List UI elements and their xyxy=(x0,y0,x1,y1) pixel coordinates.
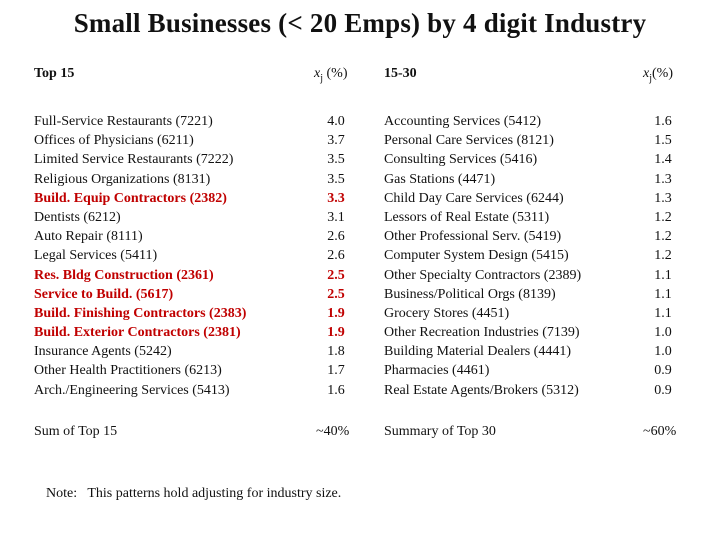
industry-share: 1.1 xyxy=(654,305,672,321)
industry-name: Consulting Services (5416) xyxy=(384,152,538,168)
right-industry-list: Accounting Services (5412) Personal Care … xyxy=(384,112,581,400)
slide-title: Small Businesses (< 20 Emps) by 4 digit … xyxy=(73,8,647,38)
industry-share: 3.5 xyxy=(327,171,345,187)
industry-name: Real Estate Agents/Brokers (5312) xyxy=(384,382,579,398)
industry-name: Limited Service Restaurants (7222) xyxy=(34,152,234,168)
industry-share: 1.2 xyxy=(654,209,672,225)
industry-name: Insurance Agents (5242) xyxy=(34,344,172,360)
industry-share: 2.5 xyxy=(327,267,345,283)
industry-name: Lessors of Real Estate (5311) xyxy=(384,209,550,225)
industry-share: 3.7 xyxy=(327,133,345,149)
industry-name: Offices of Physicians (6211) xyxy=(34,133,194,149)
industry-name: Other Health Practitioners (6213) xyxy=(34,363,222,379)
industry-name: Child Day Care Services (6244) xyxy=(384,190,564,206)
industry-name: Gas Stations (4471) xyxy=(384,171,496,187)
industry-share: 1.9 xyxy=(327,305,345,321)
industry-name: Dentists (6212) xyxy=(34,209,121,225)
industry-name: Business/Political Orgs (8139) xyxy=(384,286,556,302)
industry-name: Arch./Engineering Services (5413) xyxy=(34,382,230,398)
left-sum-label: Sum of Top 15 xyxy=(34,424,118,439)
industry-share: 2.6 xyxy=(327,229,345,245)
industry-share: 1.9 xyxy=(327,325,345,341)
industry-name: Res. Bldg Construction (2361) xyxy=(34,267,214,283)
left-value-header: xj (%) xyxy=(314,66,348,84)
industry-share: 1.8 xyxy=(327,344,345,360)
industry-share: 1.4 xyxy=(654,152,672,168)
left-section-header: Top 15 xyxy=(34,66,75,81)
footnote: Note: This patterns hold adjusting for i… xyxy=(46,486,342,501)
industry-name: Legal Services (5411) xyxy=(34,248,158,264)
industry-name: Building Material Dealers (4441) xyxy=(384,344,572,360)
industry-share: 0.9 xyxy=(654,382,672,398)
industry-share: 1.3 xyxy=(654,190,672,206)
industry-share: 1.2 xyxy=(654,248,672,264)
industry-share: 4.0 xyxy=(327,114,345,129)
right-value-header: xj(%) xyxy=(643,66,673,84)
right-value-list: 1.6 1.5 1.4 1.3 1.3 1.2 1.2 1.2 1.1 1.1 1.1 1.0 1.0 0… xyxy=(645,112,681,400)
industry-name: Pharmacies (4461) xyxy=(384,363,490,379)
industry-share: 2.6 xyxy=(327,248,345,264)
left-sum-value: ~40% xyxy=(316,424,350,439)
industry-share: 1.1 xyxy=(654,286,672,302)
industry-name: Computer System Design (5415) xyxy=(384,248,569,264)
industry-name: Grocery Stores (4451) xyxy=(384,305,510,321)
industry-share: 3.3 xyxy=(327,190,345,206)
industry-name: Religious Organizations (8131) xyxy=(34,171,211,187)
industry-share: 0.9 xyxy=(654,363,672,379)
industry-share: 1.6 xyxy=(327,382,345,398)
industry-name: Other Recreation Industries (7139) xyxy=(384,325,580,341)
industry-name: Accounting Services (5412) xyxy=(384,114,542,129)
industry-share: 1.2 xyxy=(654,229,672,245)
industry-name: Full-Service Restaurants (7221) xyxy=(34,114,213,129)
right-section-header: 15-30 xyxy=(384,66,417,81)
industry-name: Build. Finishing Contractors (2383) xyxy=(34,305,247,321)
right-sum-value: ~60% xyxy=(643,424,677,439)
industry-share: 1.5 xyxy=(654,133,672,149)
industry-name: Build. Equip Contractors (2382) xyxy=(34,190,227,206)
industry-share: 1.0 xyxy=(654,325,672,341)
right-sum-label: Summary of Top 30 xyxy=(384,424,496,439)
left-value-list: 4.0 3.7 3.5 3.5 3.3 3.1 2.6 2.6 2.5 2.5 1.9 1.9 1.8 1… xyxy=(318,112,354,400)
industry-share: 3.5 xyxy=(327,152,345,168)
left-industry-list: Full-Service Restaurants (7221) Offices o… xyxy=(34,112,246,400)
industry-share: 1.3 xyxy=(654,171,672,187)
industry-name: Other Specialty Contractors (2389) xyxy=(384,267,582,283)
industry-name: Service to Build. (5617) xyxy=(34,286,174,302)
industry-share: 1.1 xyxy=(654,267,672,283)
industry-name: Build. Exterior Contractors (2381) xyxy=(34,325,241,341)
industry-share: 3.1 xyxy=(327,209,345,225)
industry-name: Other Professional Serv. (5419) xyxy=(384,229,562,245)
industry-share: 1.7 xyxy=(327,363,345,379)
industry-name: Auto Repair (8111) xyxy=(34,229,143,245)
industry-share: 1.6 xyxy=(654,114,672,129)
industry-share: 2.5 xyxy=(327,286,345,302)
industry-name: Personal Care Services (8121) xyxy=(384,133,554,149)
industry-share: 1.0 xyxy=(654,344,672,360)
